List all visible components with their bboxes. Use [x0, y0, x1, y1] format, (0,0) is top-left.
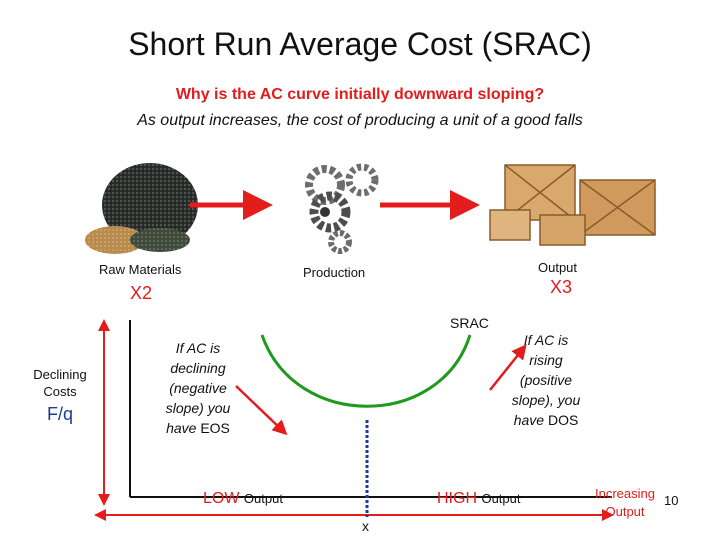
note-term: EOS — [200, 420, 230, 436]
high-suffix: Output — [481, 491, 521, 506]
eos-arrow — [235, 385, 288, 436]
note-term: DOS — [547, 412, 579, 428]
page-number: 10 — [664, 493, 679, 508]
srac-curve — [260, 334, 472, 408]
stage-label: Output — [538, 260, 578, 275]
dos-note: If AC is rising (positive slope), you ha… — [506, 330, 586, 430]
multiplier: X2 — [130, 283, 153, 303]
curve-label: SRAC — [450, 315, 489, 331]
eos-note: If AC is declining (negative slope) you … — [160, 338, 236, 438]
dos-arrow — [489, 344, 527, 391]
low-suffix: Output — [243, 491, 283, 506]
high-word: HIGH — [437, 490, 477, 507]
y-axis-label: Declining Costs — [33, 367, 87, 399]
note-text: If AC is declining (negative slope) you … — [165, 340, 231, 436]
stage-label: Production — [303, 265, 366, 280]
x-axis-label: Increasing Output — [595, 486, 655, 519]
multiplier: X3 — [550, 277, 573, 297]
stage-label: Raw Materials — [99, 262, 182, 277]
y-axis-symbol: F/q — [46, 404, 73, 424]
low-word: LOW — [203, 490, 240, 507]
note-text: If AC is rising (positive slope), you ha… — [511, 332, 581, 428]
production-image — [305, 163, 379, 254]
subtitle-answer: As output increases, the cost of produci… — [137, 112, 583, 129]
output-image — [489, 164, 656, 246]
raw-materials-image — [85, 163, 198, 254]
title: Short Run Average Cost (SRAC) — [128, 26, 592, 62]
high-label: HIGH Output — [437, 490, 520, 508]
low-label: LOW Output — [203, 490, 283, 508]
subtitle-question: Why is the AC curve initially downward s… — [175, 86, 545, 103]
min-point-label: x — [362, 518, 369, 534]
